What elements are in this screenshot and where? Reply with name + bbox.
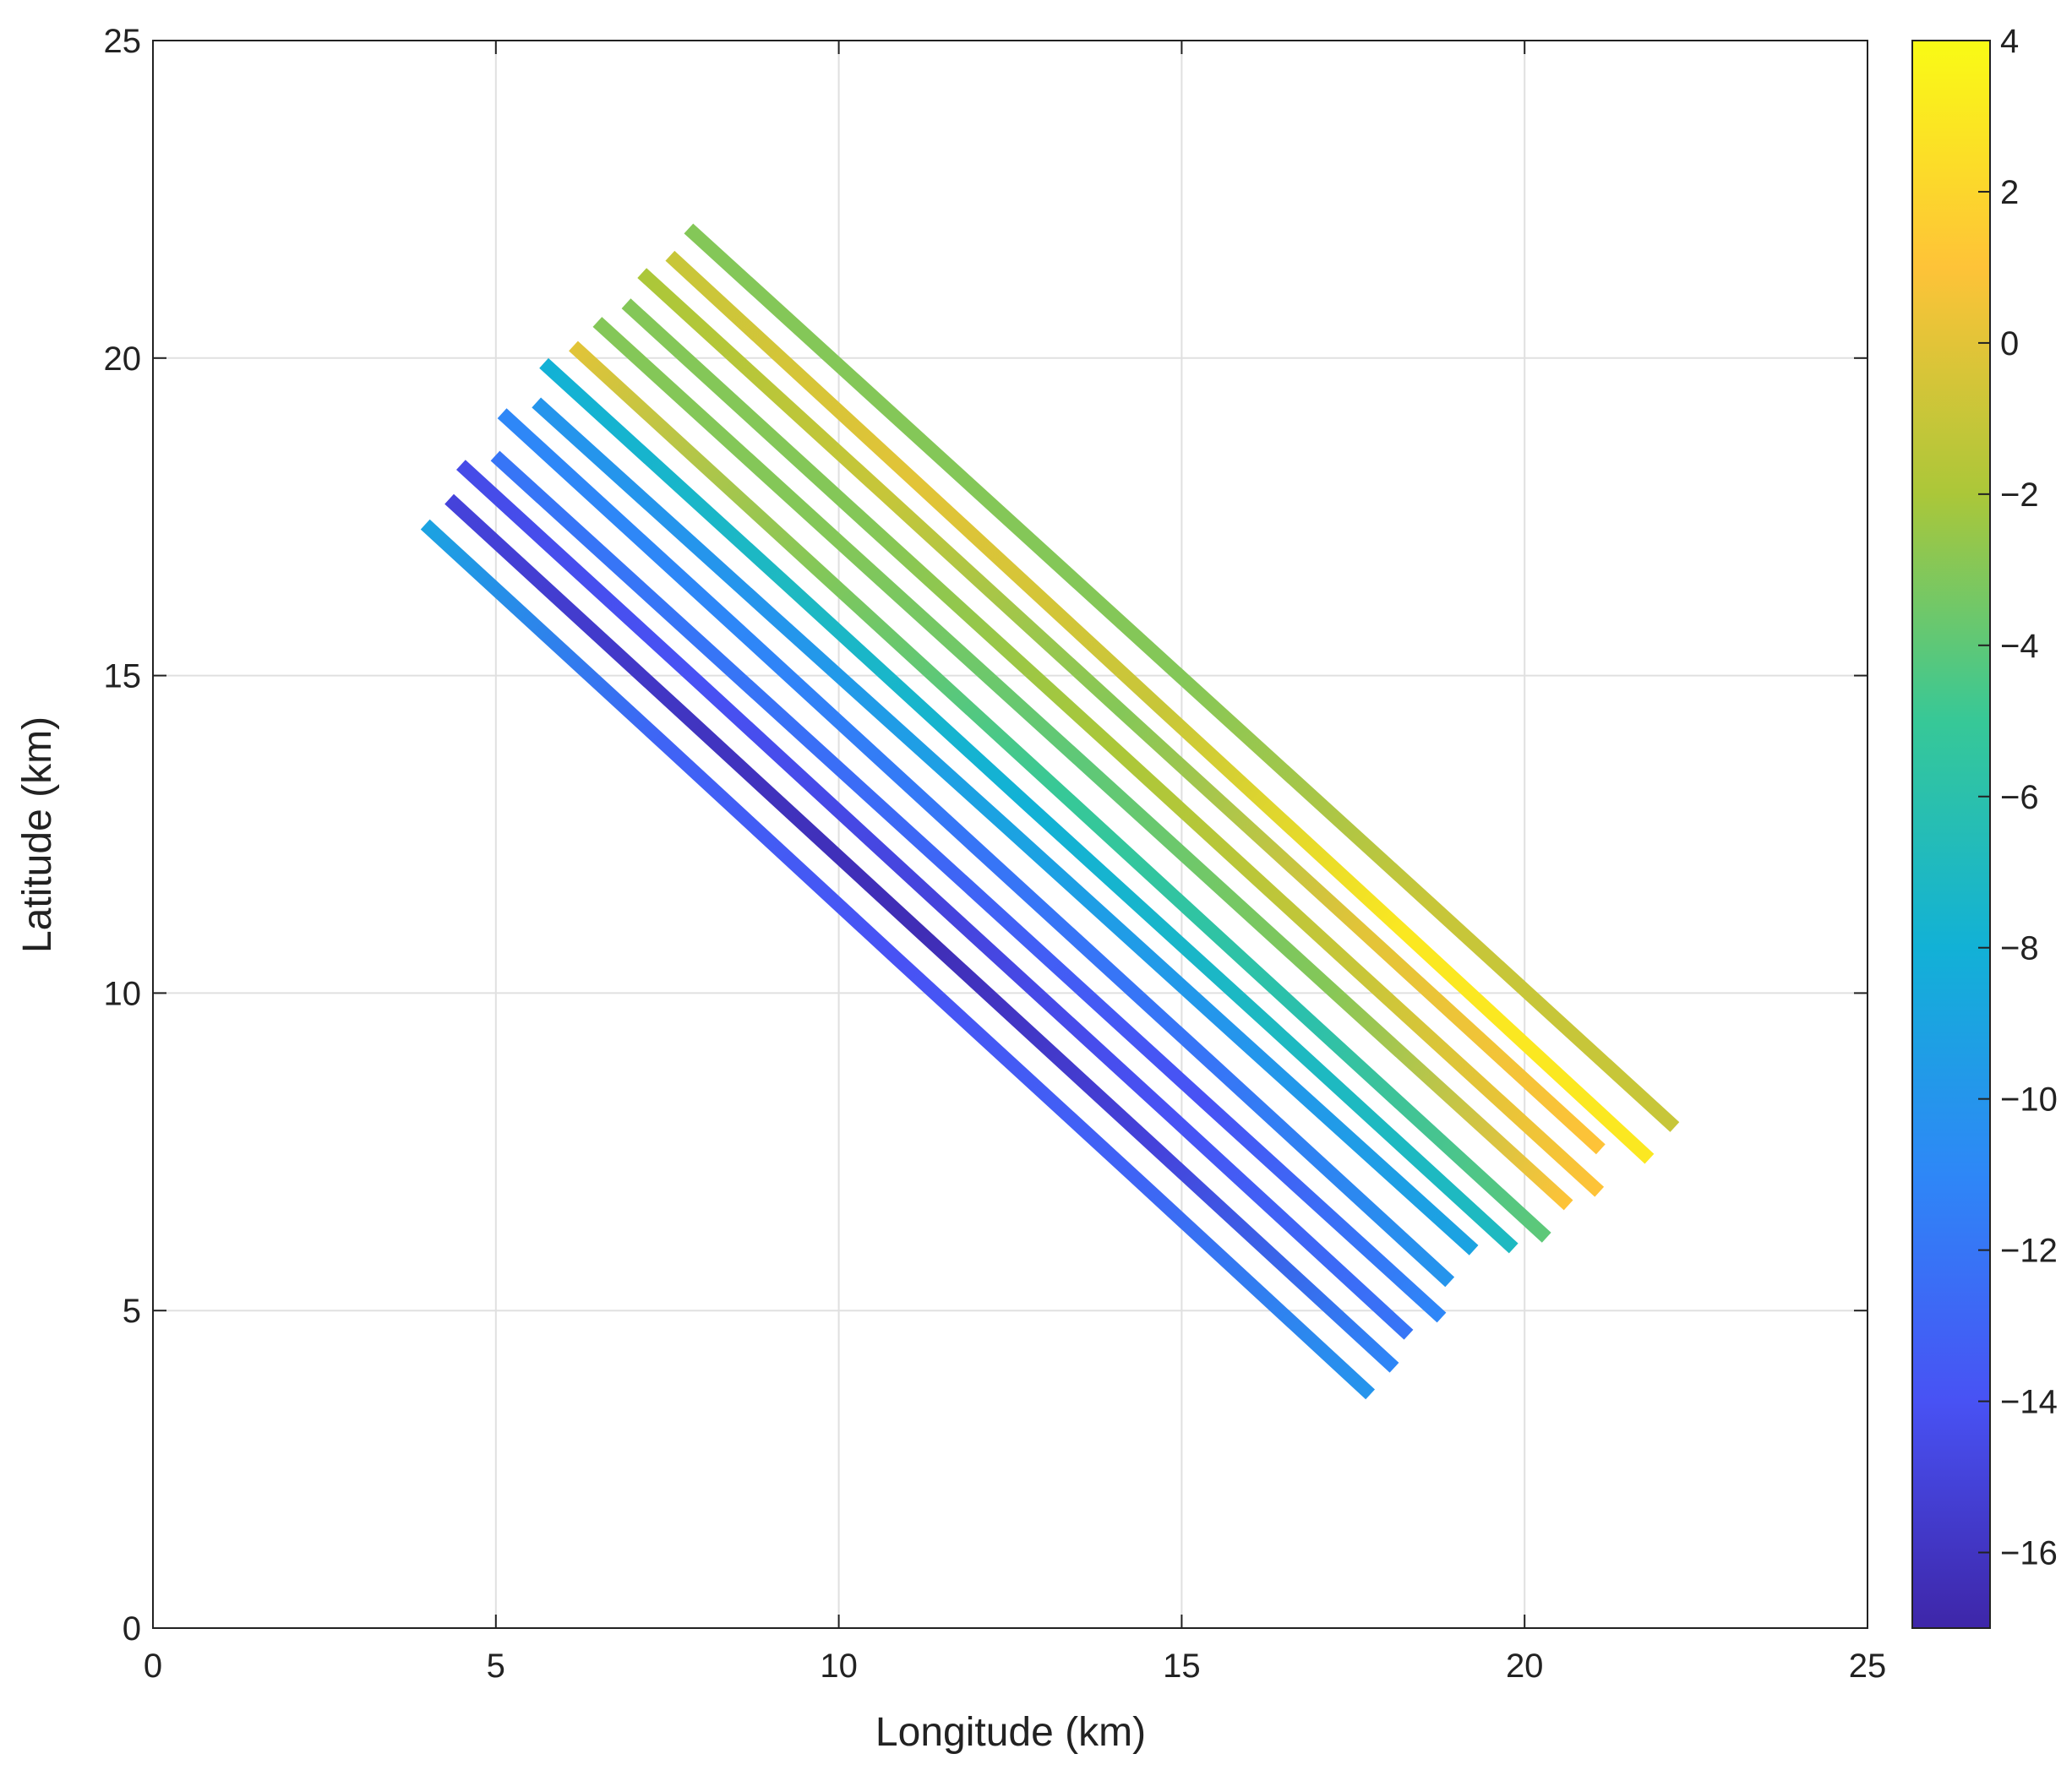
colorbar-tick-label: −2: [2000, 477, 2039, 514]
y-tick-label: 5: [123, 1293, 141, 1330]
track: [490, 450, 1447, 1323]
y-tick-label: 25: [104, 23, 142, 60]
track: [665, 250, 1655, 1164]
track: [497, 408, 1455, 1288]
track: [444, 493, 1399, 1373]
track: [621, 298, 1605, 1197]
colorbar-tick-label: −4: [2000, 628, 2039, 665]
axes-box: [152, 40, 1868, 1629]
x-tick-label: 5: [487, 1648, 505, 1685]
y-tick-label: 20: [104, 340, 142, 378]
y-axis-label: Latitude (km): [15, 716, 60, 953]
track: [420, 519, 1376, 1400]
colorbar-tick-label: 4: [2000, 23, 2019, 60]
track: [455, 460, 1414, 1340]
track: [569, 340, 1551, 1243]
colorbar-tick-label: −14: [2000, 1384, 2058, 1421]
x-tick-label: 25: [1849, 1648, 1887, 1685]
x-tick-label: 20: [1506, 1648, 1544, 1685]
colorbar-tick-label: −10: [2000, 1081, 2058, 1119]
grid: [152, 40, 1868, 1629]
y-tick-label: 0: [123, 1610, 141, 1648]
x-tick-label: 0: [144, 1648, 162, 1685]
colorbar-tick-label: 0: [2000, 325, 2019, 362]
tracks: [420, 223, 1680, 1400]
colorbar: [1911, 40, 1991, 1629]
axes: 0 5 10 15 20 250510152025−16−14−12−10−8−6−4−2…: [104, 23, 2058, 1685]
x-tick-label: 10: [820, 1648, 858, 1685]
colorbar-tick-label: 2: [2000, 174, 2019, 211]
track: [592, 317, 1573, 1211]
track: [637, 268, 1606, 1155]
x-axis-label: Longitude (km): [875, 1710, 1146, 1755]
track: [532, 397, 1479, 1255]
colorbar-tick-label: −8: [2000, 930, 2039, 967]
colorbar-tick-label: −12: [2000, 1233, 2058, 1270]
track: [539, 357, 1519, 1254]
colorbar-tick-label: −16: [2000, 1535, 2058, 1572]
y-tick-label: 15: [104, 658, 142, 695]
y-tick-label: 10: [104, 975, 142, 1012]
x-tick-label: 15: [1163, 1648, 1201, 1685]
colorbar-tick-label: −6: [2000, 779, 2039, 816]
track: [684, 223, 1680, 1132]
